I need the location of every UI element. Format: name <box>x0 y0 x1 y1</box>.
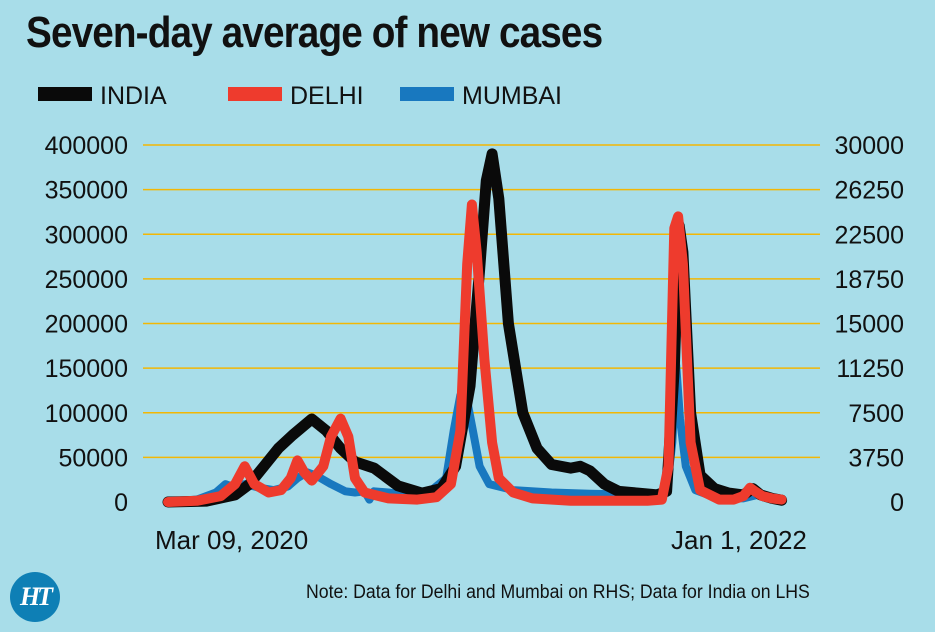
right-tick-label: 30000 <box>834 132 904 160</box>
left-tick-label: 350000 <box>45 177 128 205</box>
right-axis-ticks: 0 3750 7500 11250 15000 18750 22500 26250 30000 <box>834 132 904 517</box>
x-start-label: Mar 09, 2020 <box>155 525 308 555</box>
left-tick-label: 400000 <box>45 132 128 160</box>
legend-swatch-mumbai <box>400 87 454 101</box>
left-tick-label: 150000 <box>45 355 128 383</box>
left-tick-label: 50000 <box>58 444 128 472</box>
right-tick-label: 0 <box>890 489 904 517</box>
ht-logo: HT <box>10 572 60 622</box>
series-line-delhi <box>163 199 787 507</box>
chart-title: Seven-day average of new cases <box>26 8 603 57</box>
legend: INDIA DELHI MUMBAI <box>38 82 562 110</box>
right-tick-label: 11250 <box>836 355 904 383</box>
legend-swatch-delhi <box>228 87 282 101</box>
right-tick-label: 7500 <box>848 400 904 428</box>
left-tick-label: 0 <box>114 489 128 517</box>
right-tick-label: 15000 <box>834 311 904 339</box>
legend-label-india: INDIA <box>100 82 167 110</box>
legend-label-delhi: DELHI <box>290 82 364 110</box>
chart-note: Note: Data for Delhi and Mumbai on RHS; … <box>306 582 810 603</box>
left-tick-label: 250000 <box>45 266 128 294</box>
left-tick-label: 100000 <box>45 400 128 428</box>
legend-swatch-india <box>38 87 92 101</box>
legend-label-mumbai: MUMBAI <box>462 82 562 110</box>
right-tick-label: 26250 <box>834 177 904 205</box>
left-axis-ticks: 0 50000 100000 150000 200000 250000 300000 3500… <box>45 132 128 517</box>
right-tick-label: 22500 <box>834 221 904 249</box>
left-tick-label: 300000 <box>45 221 128 249</box>
left-tick-label: 200000 <box>45 311 128 339</box>
right-tick-label: 18750 <box>834 266 904 294</box>
x-end-label: Jan 1, 2022 <box>671 525 807 555</box>
right-tick-label: 3750 <box>848 444 904 472</box>
series-layer <box>162 148 788 508</box>
ht-logo-text: HT <box>19 582 53 611</box>
